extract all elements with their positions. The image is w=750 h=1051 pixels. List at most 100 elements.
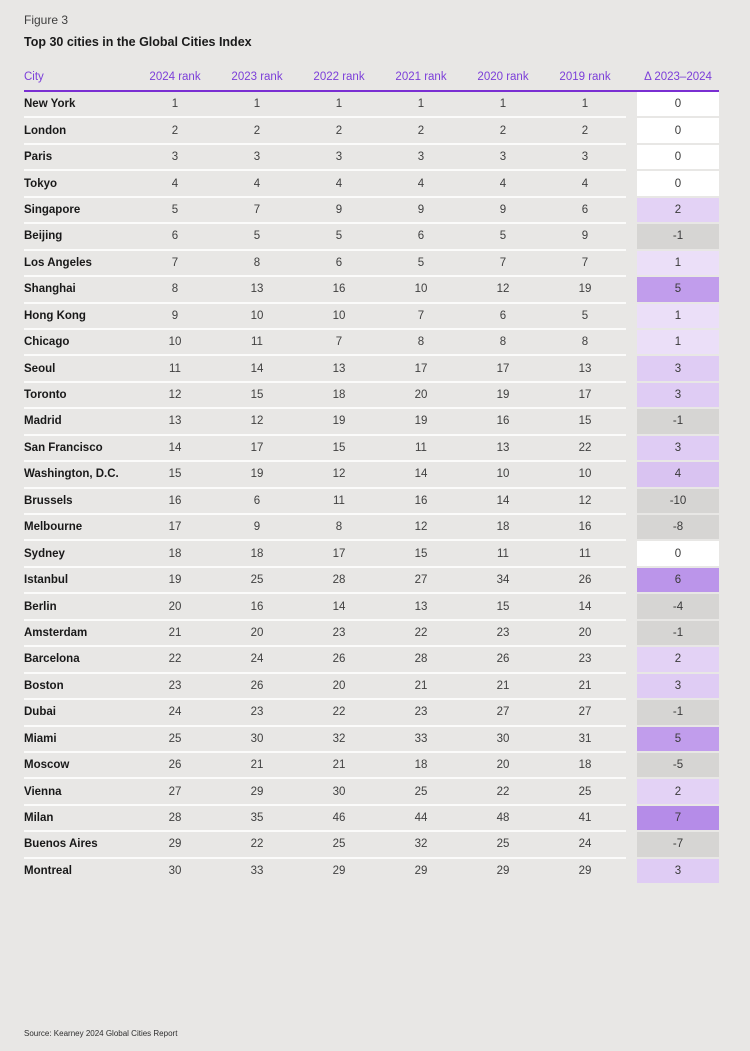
rank-cell: 2 [417,124,425,137]
table-row-main: Toronto 12 15 18 20 19 17 [24,383,626,410]
rank-cell: 7 [171,256,179,269]
rank-cell: 29 [168,838,182,851]
rank-cell: 7 [581,256,589,269]
table-row-main: Melbourne 17 9 8 12 18 16 [24,515,626,542]
delta-cell: -1 [637,700,719,725]
rank-cell: 23 [250,706,264,719]
rank-cell: 30 [332,785,346,798]
rank-cell: 7 [335,336,343,349]
rank-cell: 4 [171,177,179,190]
rank-cell: 4 [335,177,343,190]
rank-cell: 13 [168,415,182,428]
column-header: 2022 rank [313,71,365,83]
rank-cell: 22 [496,785,510,798]
rank-cell: 6 [499,309,507,322]
rank-cell: 22 [332,706,346,719]
rank-cell: 20 [578,626,592,639]
city-cell: Hong Kong [24,309,86,322]
table-row: Vienna 27 29 30 25 22 25 2 [24,779,719,806]
rank-cell: 1 [253,98,261,111]
rank-cell: 4 [253,177,261,190]
delta-cell: 5 [637,277,719,302]
rank-cell: 10 [332,309,346,322]
rank-cell: 8 [499,336,507,349]
rank-cell: 13 [414,600,428,613]
rank-cell: 11 [169,362,181,375]
rank-cell: 3 [417,151,425,164]
rank-cell: 9 [417,203,425,216]
rank-cell: 6 [335,256,343,269]
delta-cell: 3 [637,673,719,699]
rank-cell: 29 [496,864,510,877]
rank-cell: 4 [499,177,507,190]
table-row: Dubai 24 23 22 23 27 27 -1 [24,700,719,727]
table-row-main: Montreal 30 33 29 29 29 29 [24,859,626,885]
rank-cell: 19 [332,415,346,428]
rank-cell: 8 [581,336,589,349]
table-row: Paris 3 3 3 3 3 3 0 [24,144,719,172]
rank-cell: 14 [250,362,264,375]
rank-cell: 22 [578,441,592,454]
rank-cell: 15 [332,441,346,454]
rank-cell: 11 [251,336,263,349]
rank-cell: 11 [497,547,509,560]
rank-cell: 23 [168,679,182,692]
table-header-row: City 2024 rank 2023 rank 2022 rank 2021 rank… [24,67,719,87]
rank-cell: 27 [496,706,510,719]
city-cell: Boston [24,679,64,692]
rank-cell: 31 [578,732,592,745]
city-cell: Moscow [24,759,70,772]
rank-cell: 11 [579,547,591,560]
table-row-main: Madrid 13 12 19 19 16 15 [24,409,626,436]
rank-cell: 16 [168,494,182,507]
rank-cell: 29 [578,864,592,877]
rank-cell: 17 [168,521,182,534]
column-header: 2019 rank [559,71,611,83]
rank-cell: 25 [414,785,428,798]
rank-cell: 24 [578,838,592,851]
rank-cell: 26 [332,653,346,666]
table-row-main: San Francisco 14 17 15 11 13 22 [24,436,626,463]
delta-cell: 0 [637,171,719,196]
rank-cell: 11 [333,494,345,507]
table-row: London 2 2 2 2 2 2 0 [24,118,719,145]
column-header: 2021 rank [395,71,447,83]
rank-cell: 10 [578,468,592,481]
rank-cell: 46 [332,812,346,825]
rank-cell: 13 [578,362,592,375]
rank-cell: 19 [496,389,510,402]
column-header: City [24,71,44,83]
rank-cell: 26 [496,653,510,666]
rank-cell: 17 [578,389,592,402]
delta-cell: 2 [637,647,719,672]
city-cell: Vienna [24,785,62,798]
rank-cell: 8 [417,336,425,349]
delta-cell: 1 [637,250,719,276]
table-row: Singapore 5 7 9 9 9 6 2 [24,197,719,225]
rank-cell: 16 [332,283,346,296]
rank-cell: 29 [332,864,346,877]
rank-cell: 32 [332,732,346,745]
table-row-main: Istanbul 19 25 28 27 34 26 [24,568,626,595]
city-cell: Dubai [24,706,56,719]
rank-cell: 12 [250,415,264,428]
rank-cell: 2 [171,124,179,137]
rank-cell: 12 [496,283,510,296]
rank-cell: 10 [414,283,428,296]
delta-cell: 4 [637,462,719,487]
table-row-main: Dubai 24 23 22 23 27 27 [24,700,626,727]
table-row-main: Barcelona 22 24 26 28 26 23 [24,647,626,674]
delta-cell: -8 [637,515,719,540]
table-row-main: Moscow 26 21 21 18 20 18 [24,753,626,780]
delta-cell: 5 [637,726,719,751]
rank-cell: 2 [253,124,261,137]
rank-cell: 7 [499,256,507,269]
rank-cell: 9 [253,521,261,534]
figure-content: Figure 3 Top 30 cities in the Global Cit… [24,12,719,885]
city-cell: Toronto [24,389,67,402]
rank-cell: 14 [414,468,428,481]
rank-cell: 6 [253,494,261,507]
rank-cell: 12 [578,494,592,507]
rank-cell: 1 [417,98,425,111]
rank-cell: 8 [253,256,261,269]
